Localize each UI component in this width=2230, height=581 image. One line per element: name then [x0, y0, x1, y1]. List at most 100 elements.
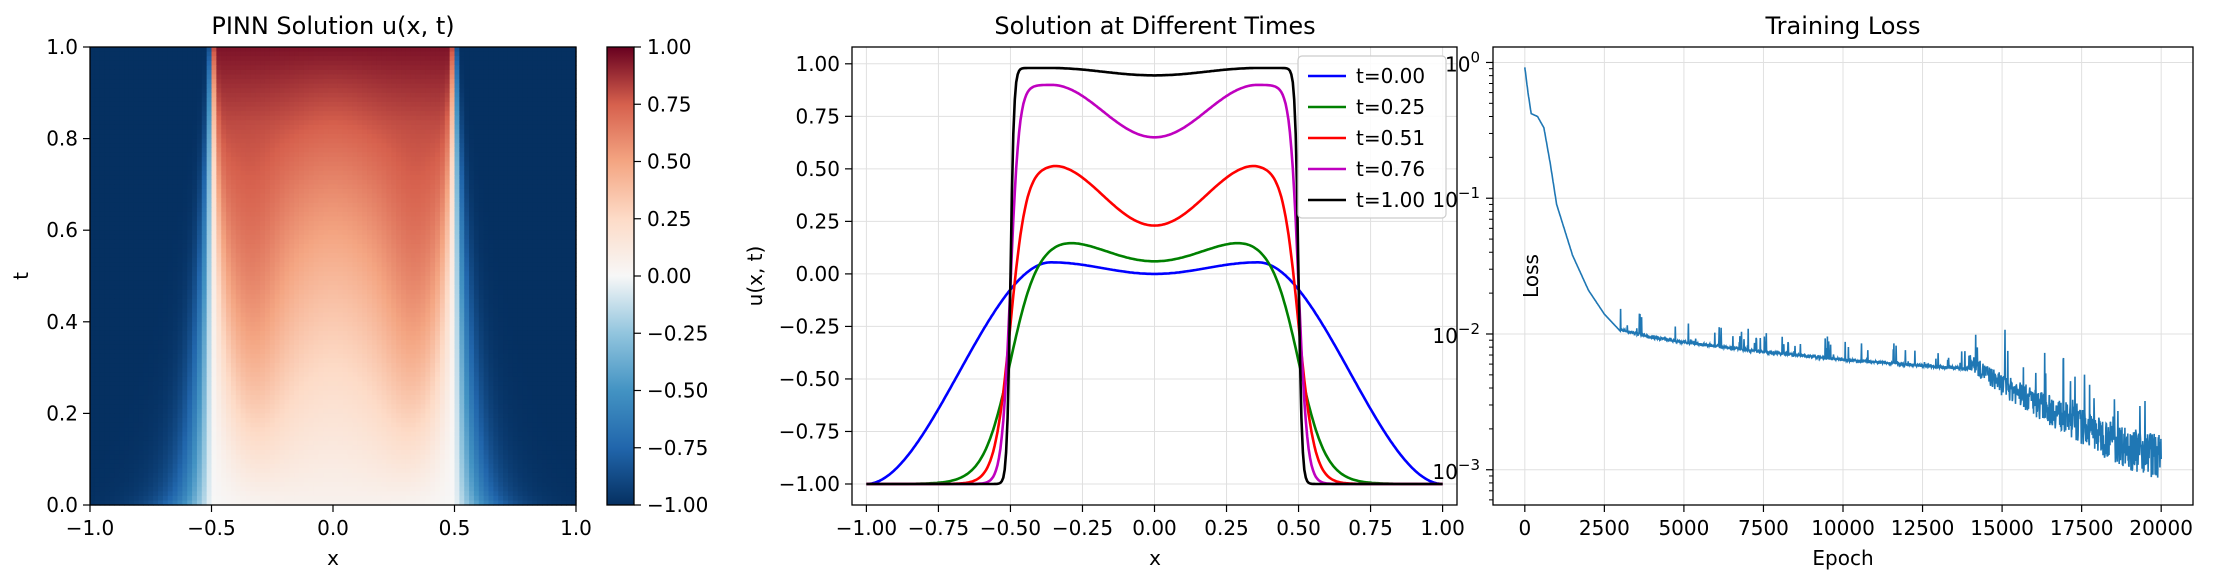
heatmap-cell: [114, 193, 120, 199]
heatmap-cell: [206, 266, 213, 273]
heatmap-cell: [133, 156, 140, 163]
heatmap-cell: [556, 88, 563, 94]
heatmap-cell: [396, 230, 402, 236]
heatmap-cell: [425, 253, 431, 259]
heatmap-cell: [216, 129, 222, 135]
heatmap-cell: [235, 188, 242, 195]
heatmap-cell: [240, 47, 247, 53]
heatmap-cell: [425, 184, 431, 190]
heatmap-cell: [347, 60, 354, 66]
heatmap-cell: [313, 124, 320, 131]
heatmap-cell: [439, 253, 446, 259]
heatmap-cell: [527, 184, 533, 190]
heatmap-cell: [342, 138, 349, 144]
heatmap-cell: [473, 161, 480, 167]
heatmap-cell: [138, 60, 145, 66]
heatmap-cell: [119, 74, 125, 80]
heatmap-cell: [444, 47, 451, 53]
heatmap-cell: [274, 170, 281, 176]
heatmap-cell: [133, 138, 140, 144]
heatmap-cell: [114, 166, 120, 172]
heatmap-cell: [566, 124, 572, 131]
heatmap-cell: [148, 202, 154, 208]
heatmap-cell: [158, 60, 164, 66]
heatmap-cell: [449, 79, 456, 85]
heatmap-cell: [498, 253, 504, 259]
heatmap-cell: [337, 216, 344, 222]
heatmap-cell: [226, 248, 232, 254]
heatmap-cell: [158, 97, 164, 103]
heatmap-cell: [114, 147, 120, 153]
heatmap-cell: [235, 166, 242, 172]
heatmap-cell: [532, 74, 538, 80]
heatmap-cell: [211, 69, 217, 76]
heatmap-cell: [444, 92, 451, 98]
heatmap-cell: [196, 51, 203, 57]
heatmap-cell: [284, 266, 290, 273]
heatmap-cell: [148, 257, 154, 263]
heatmap-cell: [206, 79, 213, 85]
heatmap-cell: [148, 152, 154, 158]
heatmap-cell: [250, 124, 256, 131]
heatmap-cell: [124, 120, 130, 126]
heatmap-cell: [478, 56, 485, 62]
heatmap-cell: [148, 161, 154, 167]
heatmap-cell: [396, 188, 402, 195]
heatmap-cell: [410, 193, 417, 199]
heatmap-cell: [512, 129, 519, 135]
heatmap-cell: [420, 156, 426, 163]
heatmap-cell: [323, 266, 329, 273]
heatmap-cell: [546, 69, 553, 76]
heatmap-cell: [104, 97, 111, 103]
heatmap-cell: [226, 230, 232, 236]
heatmap-cell: [206, 69, 213, 76]
heatmap-cell: [386, 111, 392, 117]
heatmap-cell: [284, 51, 290, 57]
heatmap-cell: [308, 216, 315, 222]
heatmap-cell: [439, 271, 446, 277]
heatmap-cell: [517, 134, 524, 140]
heatmap-cell: [308, 243, 315, 250]
heatmap-cell: [425, 248, 431, 254]
heatmap-cell: [192, 248, 198, 254]
heatmap-cell: [196, 253, 203, 259]
heatmap-cell: [362, 101, 368, 108]
heatmap-cell: [109, 248, 115, 254]
heatmap-cell: [274, 262, 281, 268]
heatmap-cell: [313, 88, 320, 94]
heatmap-cell: [371, 79, 378, 85]
heatmap-cell: [420, 166, 426, 172]
heatmap-cell: [483, 221, 490, 227]
heatmap-cell: [230, 115, 237, 121]
heatmap-cell: [333, 152, 339, 158]
heatmap-cell: [303, 271, 310, 277]
heatmap-cell: [196, 56, 203, 62]
heatmap-cell: [537, 92, 543, 98]
heatmap-cell: [352, 47, 358, 53]
heatmap-cell: [162, 138, 169, 144]
heatmap-cell: [313, 202, 320, 208]
heatmap-cell: [255, 211, 261, 218]
heatmap-cell: [459, 271, 465, 277]
heatmap-cell: [158, 69, 164, 76]
heatmap-cell: [167, 221, 174, 227]
heatmap-cell: [119, 207, 125, 213]
heatmap-cell: [352, 253, 358, 259]
heatmap-cell: [483, 170, 490, 176]
heatmap-cell: [478, 147, 485, 153]
heatmap-cell: [211, 166, 217, 172]
heatmap-cell: [449, 225, 456, 231]
heatmap-cell: [221, 188, 227, 195]
heatmap-cell: [546, 106, 553, 112]
heatmap-cell: [143, 230, 149, 236]
heatmap-cell: [386, 74, 392, 80]
heatmap-cell: [561, 239, 567, 245]
heatmap-cell: [420, 216, 426, 222]
heatmap-cell: [94, 88, 101, 94]
heatmap-cell: [109, 51, 115, 57]
heatmap-cell: [138, 211, 145, 218]
heatmap-cell: [367, 65, 373, 71]
heatmap-cell: [551, 156, 558, 163]
heatmap-cell: [396, 207, 402, 213]
heatmap-cell: [221, 225, 227, 231]
